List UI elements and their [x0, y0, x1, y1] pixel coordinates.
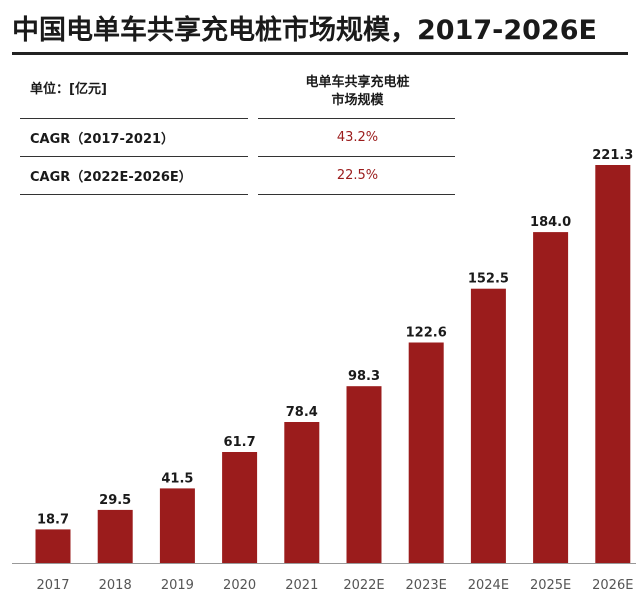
x-tick-label-2020: 2020	[223, 578, 256, 593]
x-tick-label-2026E: 2026E	[592, 578, 633, 593]
bar-2021	[284, 422, 320, 563]
table-divider	[258, 118, 455, 119]
data-label-2025E: 184.0	[530, 215, 571, 230]
bar-2023E	[408, 342, 444, 563]
bar-2017	[35, 529, 71, 563]
bar-2022E	[346, 386, 382, 563]
bar-2020	[222, 452, 258, 563]
x-tick-label-2024E: 2024E	[468, 578, 509, 593]
x-tick-label-2017: 2017	[36, 578, 69, 593]
x-tick-label-2021: 2021	[285, 578, 318, 593]
data-label-2018: 29.5	[99, 493, 131, 508]
table-divider	[20, 194, 248, 195]
cagr-table-header: 单位：[亿元] 电单车共享充电桩 市场规模	[20, 66, 455, 118]
bar-2025E	[533, 232, 569, 563]
x-tick-label-2019: 2019	[161, 578, 194, 593]
table-divider	[258, 194, 455, 195]
bar-2019	[159, 488, 195, 563]
cagr-row-label: CAGR（2017-2021）	[30, 131, 175, 147]
data-label-2020: 61.7	[224, 435, 256, 450]
bar-2026E	[595, 165, 631, 563]
data-label-2023E: 122.6	[406, 326, 447, 341]
bar-2018	[97, 509, 133, 563]
cagr-row-value: 22.5%	[336, 167, 379, 183]
table-divider	[20, 118, 248, 119]
cagr-row: CAGR（2022E-2026E） 22.5%	[20, 156, 455, 194]
chart-title: 中国电单车共享充电桩市场规模，2017-2026E	[12, 15, 597, 46]
column-header-line2: 市场规模	[331, 93, 384, 108]
cagr-row-value: 43.2%	[336, 129, 379, 145]
table-divider	[258, 156, 455, 157]
data-label-2024E: 152.5	[468, 272, 509, 287]
cagr-row: CAGR（2017-2021） 43.2%	[20, 118, 455, 156]
x-tick-label-2018: 2018	[99, 578, 132, 593]
data-label-2017: 18.7	[37, 512, 69, 527]
bar-2024E	[470, 288, 506, 563]
data-label-2021: 78.4	[286, 405, 318, 420]
x-tick-label-2023E: 2023E	[406, 578, 447, 593]
x-tick-label-2022E: 2022E	[343, 578, 384, 593]
data-label-2022E: 98.3	[348, 369, 380, 384]
data-label-2019: 41.5	[161, 471, 193, 486]
cagr-row-label: CAGR（2022E-2026E）	[30, 169, 192, 185]
column-header: 电单车共享充电桩 市场规模	[260, 66, 455, 118]
column-header-line1: 电单车共享充电桩	[305, 75, 410, 90]
x-tick-label-2025E: 2025E	[530, 578, 571, 593]
table-divider	[20, 156, 248, 157]
title-divider	[12, 52, 628, 55]
cagr-table: 单位：[亿元] 电单车共享充电桩 市场规模 CAGR（2017-2021） 43…	[20, 66, 455, 195]
unit-label: 单位：[亿元]	[30, 82, 107, 97]
data-label-2026E: 221.3	[592, 148, 633, 163]
